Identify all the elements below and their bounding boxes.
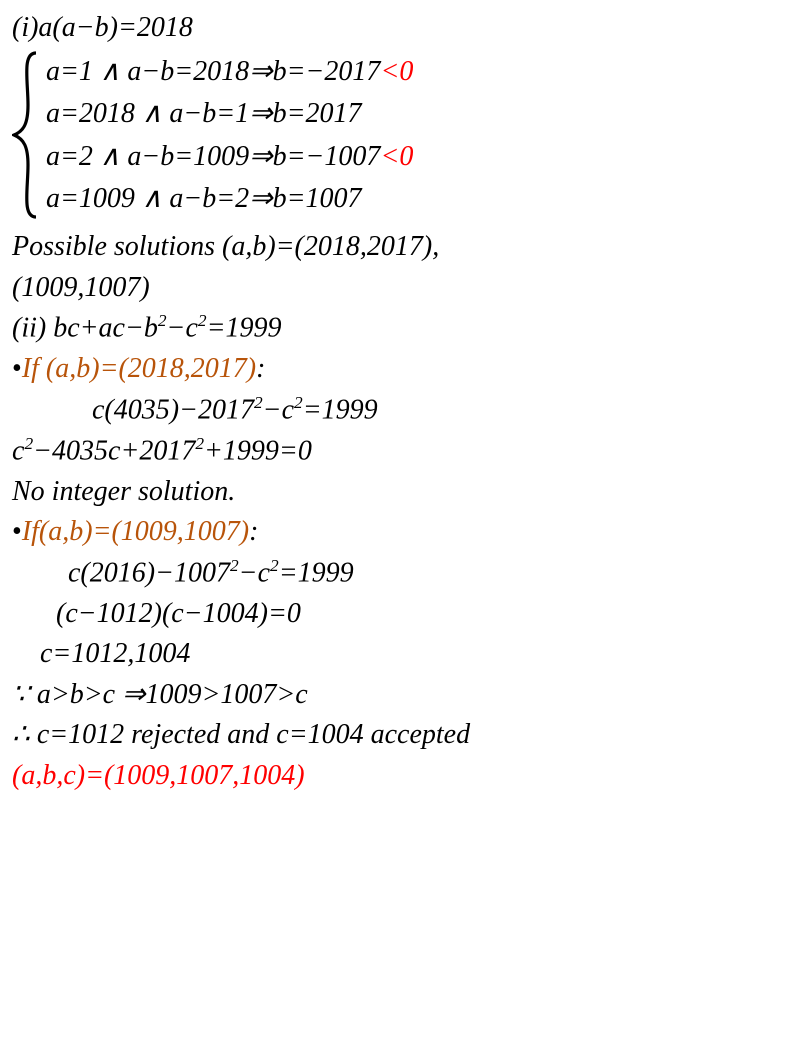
possible-solutions-1: Possible solutions (a,b)=(2018,2017), (12, 227, 788, 268)
ii-part3: =1999 (207, 312, 282, 343)
no-integer: No integer solution. (12, 472, 788, 513)
eq-factored: (c−1012)(c−1004)=0 (12, 594, 788, 635)
case-1-text: a=1 ∧ a−b=2018⇒b=−2017 (46, 56, 380, 87)
line-i: (i)a(a−b)=2018 (12, 8, 788, 49)
eq-c4035: c(4035)−20172−c2=1999 (12, 390, 788, 431)
eq-c2016-p3: =1999 (279, 557, 354, 588)
eq-c2016-p1: c(2016)−1007 (68, 557, 230, 588)
if-case-1: •If (a,b)=(2018,2017): (12, 349, 788, 390)
ii-part2: −c (167, 312, 198, 343)
sup-8: 2 (270, 556, 279, 575)
possible-solutions-2: (1009,1007) (12, 268, 788, 309)
line-ii: (ii) bc+ac−b2−c2=1999 (12, 308, 788, 349)
case-3-text: a=2 ∧ a−b=1009⇒b=−1007 (46, 141, 380, 172)
case-1: a=1 ∧ a−b=2018⇒b=−2017<0 (46, 52, 413, 93)
cases-block: a=1 ∧ a−b=2018⇒b=−2017<0 a=2018 ∧ a−b=1⇒… (12, 51, 788, 221)
sup-7: 2 (230, 556, 239, 575)
if-case-1-text: If (a,b)=(2018,2017) (22, 353, 256, 384)
eq-c2016-p2: −c (239, 557, 270, 588)
since-line: ∵ a>b>c ⇒1009>1007>c (12, 675, 788, 716)
bullet-1: • (12, 353, 22, 384)
if-case-2: •If(a,b)=(1009,1007): (12, 512, 788, 553)
case-1-red: <0 (380, 56, 413, 87)
c-values: c=1012,1004 (12, 634, 788, 675)
case-2: a=2018 ∧ a−b=1⇒b=2017 (46, 94, 413, 135)
sup-4: 2 (294, 393, 303, 412)
case-4: a=1009 ∧ a−b=2⇒b=1007 (46, 179, 413, 220)
therefore-line: ∴ c=1012 rejected and c=1004 accepted (12, 715, 788, 756)
colon-1: : (256, 353, 265, 384)
case-3-red: <0 (380, 141, 413, 172)
eq-q1-p3: +1999=0 (204, 435, 312, 466)
sup-2: 2 (198, 311, 207, 330)
colon-2: : (249, 516, 258, 547)
eq-c2016: c(2016)−10072−c2=1999 (12, 553, 788, 594)
if-case-2-text: If(a,b)=(1009,1007) (22, 516, 249, 547)
eq-c4035-p2: −c (263, 394, 294, 425)
sup-5: 2 (24, 434, 33, 453)
eq-quadratic-1: c2−4035c+20172+1999=0 (12, 431, 788, 472)
bullet-2: • (12, 516, 22, 547)
case-3: a=2 ∧ a−b=1009⇒b=−1007<0 (46, 137, 413, 178)
eq-c4035-p1: c(4035)−2017 (92, 394, 254, 425)
eq-q1-p2: −4035c+2017 (33, 435, 195, 466)
answer-line: (a,b,c)=(1009,1007,1004) (12, 756, 788, 797)
ii-part1: (ii) bc+ac−b (12, 312, 158, 343)
eq-c4035-p3: =1999 (303, 394, 378, 425)
sup-6: 2 (195, 434, 204, 453)
sup-3: 2 (254, 393, 263, 412)
eq-q1-p1: c (12, 435, 24, 466)
brace-icon (12, 51, 40, 219)
sup-1: 2 (158, 311, 167, 330)
